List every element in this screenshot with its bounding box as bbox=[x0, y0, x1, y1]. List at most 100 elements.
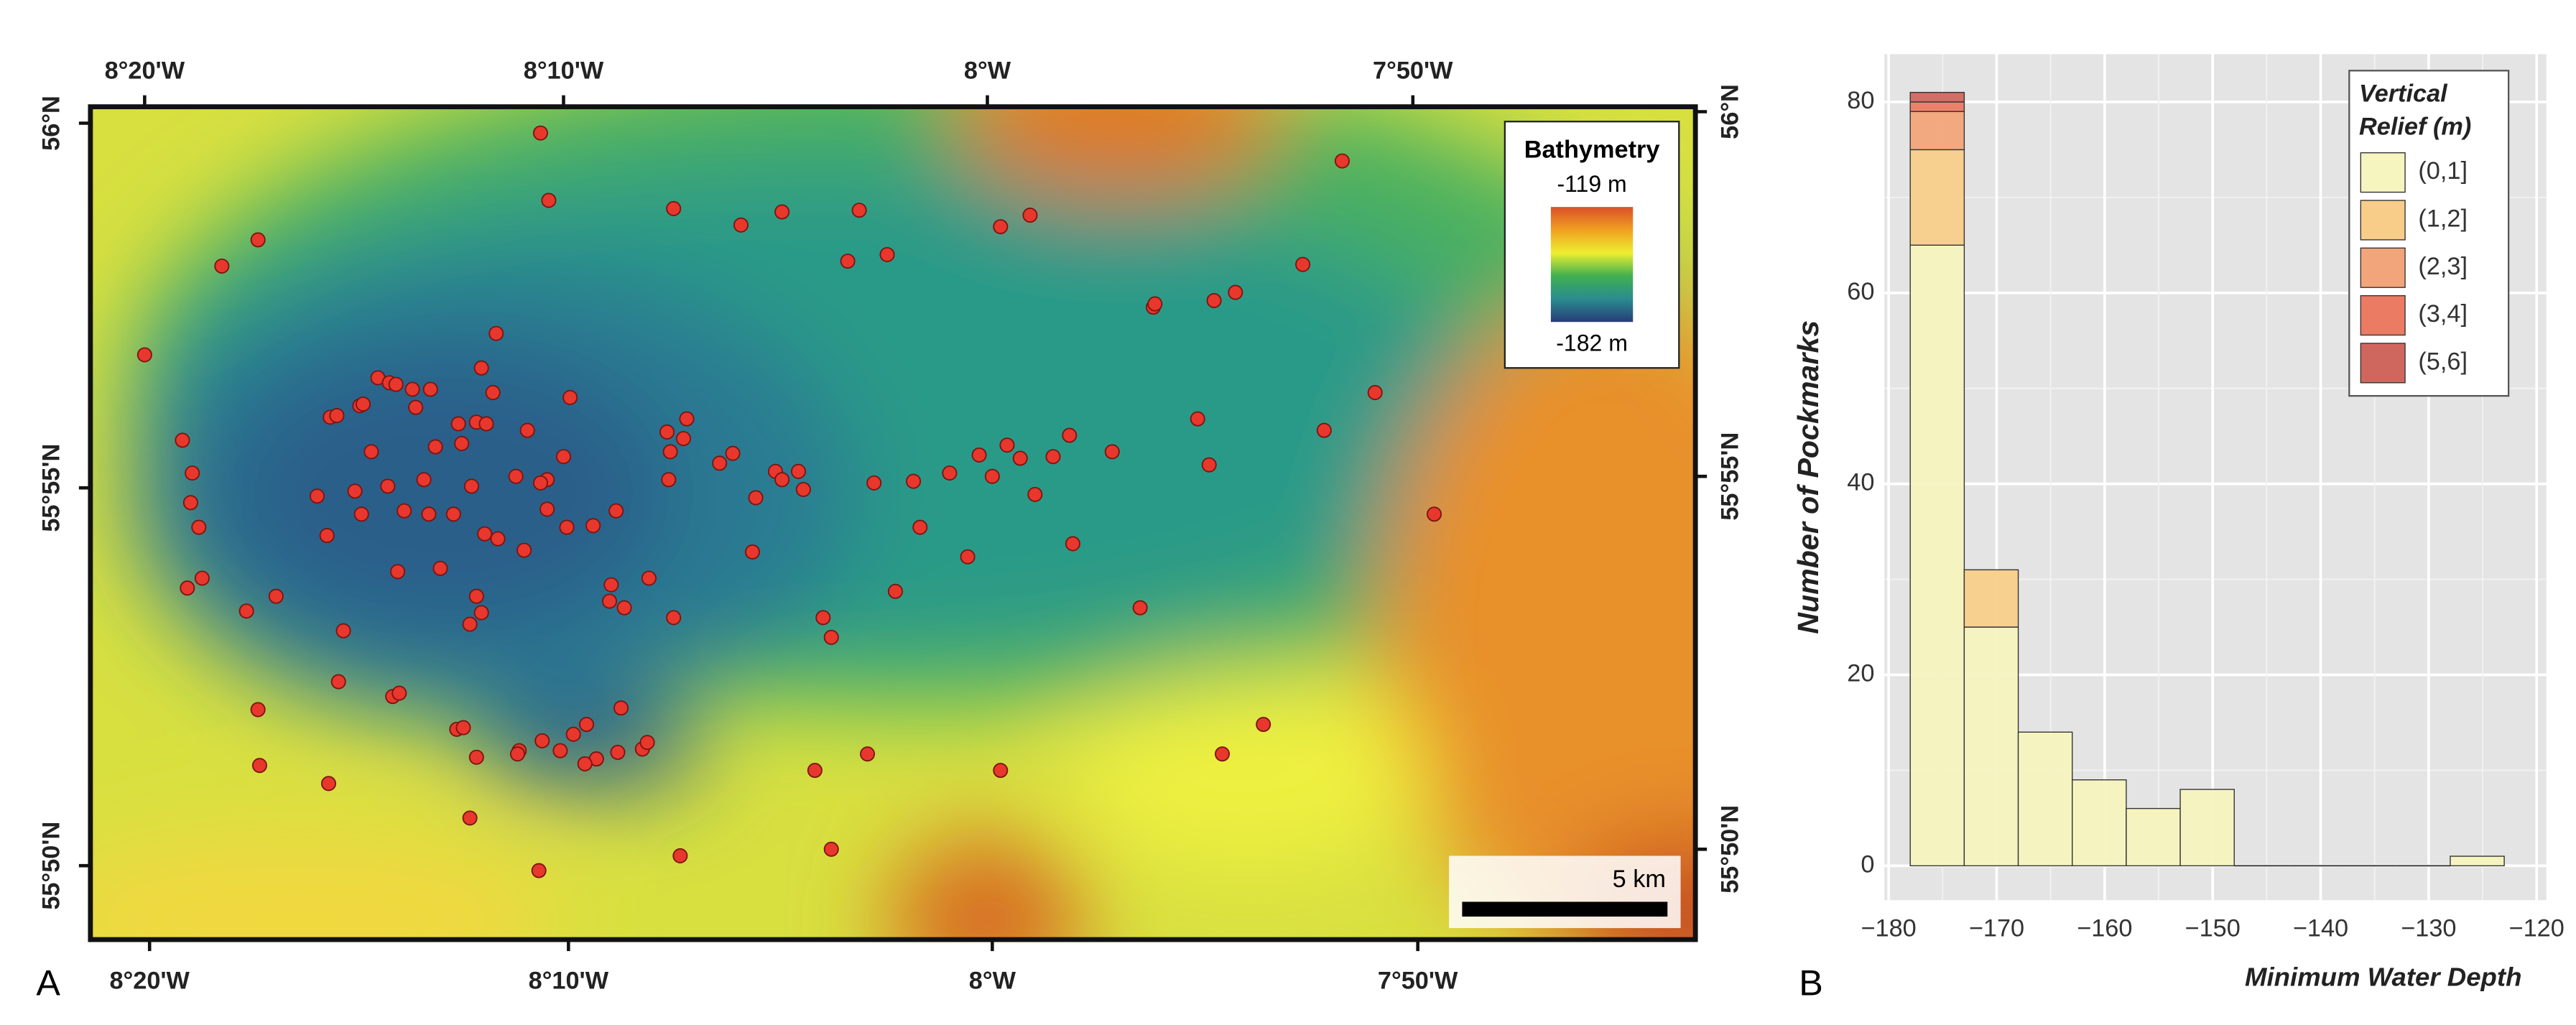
pockmark bbox=[347, 483, 363, 499]
pockmark bbox=[468, 588, 484, 604]
x-tick-label: −120 bbox=[2509, 914, 2565, 942]
pockmark bbox=[725, 445, 741, 461]
x-tick-label: −140 bbox=[2293, 914, 2348, 942]
legend-swatch bbox=[2360, 294, 2406, 336]
bar-segment bbox=[1909, 244, 1965, 867]
pockmark bbox=[1295, 256, 1311, 272]
pockmark bbox=[335, 623, 351, 639]
pockmark bbox=[906, 473, 922, 489]
pockmark bbox=[319, 527, 335, 544]
pockmark bbox=[616, 600, 632, 616]
pockmark bbox=[712, 455, 728, 471]
pockmark bbox=[397, 503, 412, 519]
pockmark bbox=[1427, 506, 1442, 522]
pockmark bbox=[960, 549, 976, 565]
pockmark bbox=[613, 700, 629, 716]
pockmark bbox=[1104, 444, 1120, 460]
pockmark bbox=[454, 435, 470, 451]
lon-label: 7°50'W bbox=[1378, 968, 1458, 995]
pockmark bbox=[1201, 457, 1217, 473]
histogram: 0 20 40 60 80 −180 −170 −160 −150 −140 −130 −120 Num… bbox=[1792, 54, 2565, 992]
pockmark bbox=[1334, 153, 1350, 169]
pockmark bbox=[488, 325, 504, 341]
lat-label: 56°N bbox=[37, 96, 65, 151]
pockmark bbox=[355, 396, 371, 412]
pockmark bbox=[840, 254, 856, 269]
pockmark bbox=[942, 465, 958, 481]
pockmark bbox=[516, 542, 532, 558]
y-tick-label: 80 bbox=[1847, 87, 1874, 114]
pockmark bbox=[679, 411, 695, 427]
pockmark bbox=[268, 588, 284, 604]
lon-label: 7°50'W bbox=[1373, 57, 1453, 85]
legend-label: (0,1] bbox=[2418, 157, 2468, 185]
pockmark bbox=[559, 519, 575, 535]
pockmark bbox=[541, 193, 557, 208]
lon-label: 8°W bbox=[964, 57, 1011, 85]
pockmark bbox=[539, 501, 555, 517]
legend-swatch bbox=[2360, 247, 2406, 288]
pockmark bbox=[182, 495, 198, 511]
pockmark bbox=[388, 376, 404, 392]
pockmark bbox=[463, 478, 479, 494]
pockmark bbox=[320, 776, 336, 792]
bar-segment bbox=[2126, 807, 2181, 867]
pockmark bbox=[662, 444, 678, 460]
lat-label: 55°50'N bbox=[1717, 805, 1744, 894]
pockmark bbox=[602, 593, 618, 609]
pockmark bbox=[866, 475, 882, 491]
pockmark bbox=[999, 437, 1015, 453]
lat-label: 56°N bbox=[1717, 84, 1744, 139]
bar-segment bbox=[1909, 111, 1965, 151]
pockmark bbox=[363, 444, 379, 460]
bar-segment bbox=[1909, 101, 1965, 112]
pockmark bbox=[552, 743, 568, 759]
pockmark bbox=[531, 863, 547, 878]
pockmark bbox=[485, 385, 501, 401]
pockmark bbox=[175, 432, 190, 448]
pockmark bbox=[661, 472, 677, 488]
pockmark bbox=[1062, 427, 1078, 443]
scale-bar: 5 km bbox=[1449, 855, 1681, 929]
pockmark bbox=[1012, 450, 1028, 466]
legend-label: (5,6] bbox=[2418, 348, 2468, 375]
pockmark bbox=[562, 389, 578, 405]
pockmark bbox=[478, 416, 494, 432]
pockmark bbox=[1022, 208, 1038, 223]
pockmark bbox=[390, 564, 406, 580]
pockmark bbox=[815, 610, 831, 626]
lat-label: 55°50'N bbox=[37, 822, 65, 910]
pockmark bbox=[1228, 284, 1243, 300]
pockmark bbox=[879, 246, 895, 262]
pockmark bbox=[380, 478, 396, 494]
pockmark bbox=[774, 204, 790, 220]
bar-segment bbox=[2072, 779, 2127, 867]
legend-title: Relief (m) bbox=[2359, 113, 2471, 140]
pockmark bbox=[1065, 536, 1080, 552]
pockmark bbox=[795, 481, 811, 498]
pockmark bbox=[238, 603, 254, 619]
legend-label: (2,3] bbox=[2418, 253, 2468, 280]
pockmark bbox=[136, 347, 152, 363]
pockmark bbox=[659, 424, 675, 440]
pockmark bbox=[672, 848, 688, 863]
pockmark bbox=[250, 702, 266, 718]
pockmark bbox=[1190, 411, 1205, 427]
pockmark bbox=[608, 503, 624, 519]
pockmark bbox=[1206, 292, 1222, 309]
bar-segment bbox=[1963, 626, 2019, 867]
pockmark bbox=[733, 217, 749, 233]
pockmark bbox=[1215, 746, 1231, 762]
legend-title: Vertical bbox=[2359, 80, 2448, 108]
pockmark bbox=[462, 616, 478, 632]
pockmark bbox=[993, 219, 1009, 235]
pockmark bbox=[329, 408, 345, 424]
pockmark bbox=[473, 360, 489, 376]
lat-label: 55°55'N bbox=[37, 444, 65, 532]
pockmark bbox=[851, 203, 867, 218]
legend-max: -119 m bbox=[1557, 171, 1626, 197]
pockmark bbox=[1367, 385, 1383, 401]
y-axis-label: Number of Pockmarks bbox=[1792, 320, 1825, 634]
pockmark bbox=[675, 431, 691, 447]
